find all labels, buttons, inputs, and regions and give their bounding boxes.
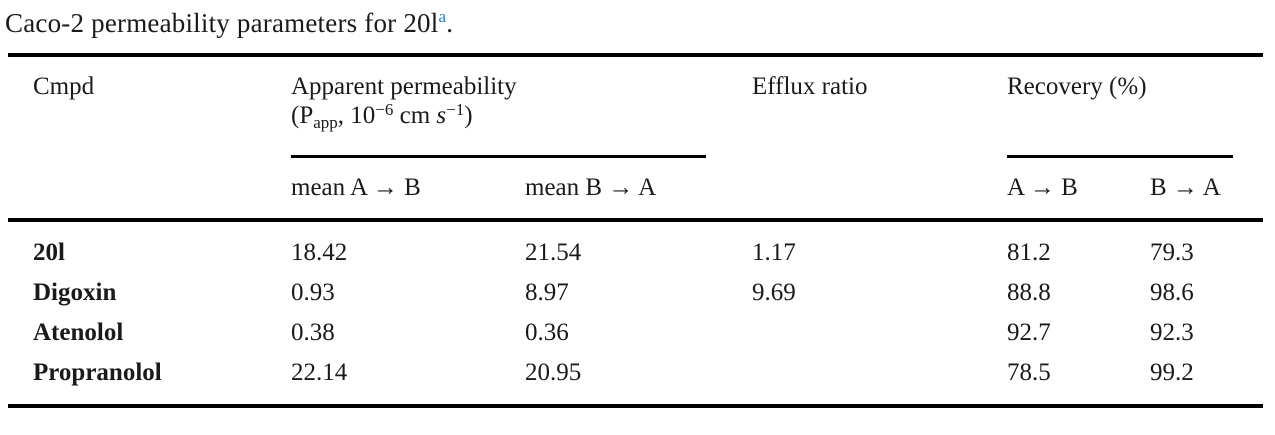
apparent-permeability-line1: Apparent permeability — [291, 73, 517, 100]
column-header-recovery: Recovery (%) — [1007, 55, 1263, 158]
subheader-recovery-b-to-a: B → A — [1150, 174, 1221, 201]
recovery-a-to-b-value: 81.2 — [1007, 218, 1150, 273]
table-caption-text: Caco-2 permeability parameters for 20l — [5, 8, 439, 38]
papp-subscript: app — [313, 113, 338, 132]
cmpd-name: Atenolol — [33, 319, 124, 346]
mean-a-to-b-value: 0.93 — [291, 279, 335, 306]
column-header-cmpd: Cmpd — [33, 73, 95, 100]
table-caption: Caco-2 permeability parameters for 20la. — [0, 0, 1275, 53]
subheader-mean-b-to-a: mean B → A — [525, 174, 657, 201]
efflux-ratio-value — [752, 353, 1007, 406]
footnote-marker: a — [438, 7, 447, 26]
subheader-mean-a-to-b: mean A → B — [291, 174, 421, 201]
mean-b-to-a-value: 21.54 — [525, 218, 752, 273]
cmpd-name: Digoxin — [33, 279, 117, 306]
papp-open: (P — [291, 102, 314, 129]
papp-unit-s: s — [436, 102, 447, 129]
papp-exponent-1: −6 — [375, 100, 394, 119]
cmpd-name: Propranolol — [33, 359, 162, 386]
efflux-ratio-value: 9.69 — [752, 279, 796, 306]
mean-b-to-a-value: 8.97 — [525, 279, 569, 306]
table-caption-period: . — [446, 8, 454, 38]
table-row-20l: 20l 18.42 21.54 1.17 81.2 79.3 — [8, 218, 1264, 273]
header-sub-row: mean A → B mean B → A A → B B → A — [8, 158, 1263, 220]
column-header-apparent-permeability: Apparent permeability (Papp, 10−6 cm s−1) — [291, 55, 752, 158]
papp-close: ) — [464, 102, 473, 129]
table-row-digoxin: Digoxin 0.93 8.97 9.69 88.8 98.6 — [8, 273, 1263, 313]
recovery-b-to-a-value: 92.3 — [1150, 319, 1194, 346]
mean-b-to-a-value: 0.36 — [525, 319, 569, 346]
recovery-a-to-b-value: 88.8 — [1007, 279, 1051, 306]
papp-unit-cm: cm — [393, 102, 437, 129]
mean-a-to-b-value: 22.14 — [291, 359, 348, 386]
caco2-permeability-table: Cmpd Apparent permeability (Papp, 10−6 cm… — [8, 53, 1264, 408]
recovery-a-to-b-value: 92.7 — [1007, 319, 1051, 346]
mean-a-to-b-value: 18.42 — [291, 218, 525, 273]
table-row-atenolol: Atenolol 0.38 0.36 92.7 92.3 — [8, 313, 1263, 353]
mean-a-to-b-value: 0.38 — [291, 319, 335, 346]
cmpd-name: 20l — [8, 218, 291, 273]
header-group-row: Cmpd Apparent permeability (Papp, 10−6 cm… — [8, 55, 1263, 158]
efflux-ratio-value: 1.17 — [752, 218, 1007, 273]
papp-mid: , 10 — [337, 102, 376, 129]
table-row-propranolol: Propranolol 22.14 20.95 78.5 99.2 — [8, 353, 1263, 406]
efflux-ratio-value — [752, 313, 1007, 353]
recovery-b-to-a-value: 98.6 — [1150, 279, 1194, 306]
table-header: Cmpd Apparent permeability (Papp, 10−6 cm… — [8, 55, 1263, 220]
table-body: 20l 18.42 21.54 1.17 81.2 79.3 Digoxin 0… — [8, 218, 1264, 406]
recovery-b-to-a-value: 99.2 — [1150, 359, 1194, 386]
mean-b-to-a-value: 20.95 — [525, 359, 582, 386]
recovery-b-to-a-value: 79.3 — [1150, 218, 1264, 273]
recovery-a-to-b-value: 78.5 — [1007, 359, 1051, 386]
subheader-recovery-a-to-b: A → B — [1007, 174, 1078, 201]
column-header-efflux-ratio: Efflux ratio — [752, 73, 868, 100]
papp-exponent-2: −1 — [446, 100, 465, 119]
